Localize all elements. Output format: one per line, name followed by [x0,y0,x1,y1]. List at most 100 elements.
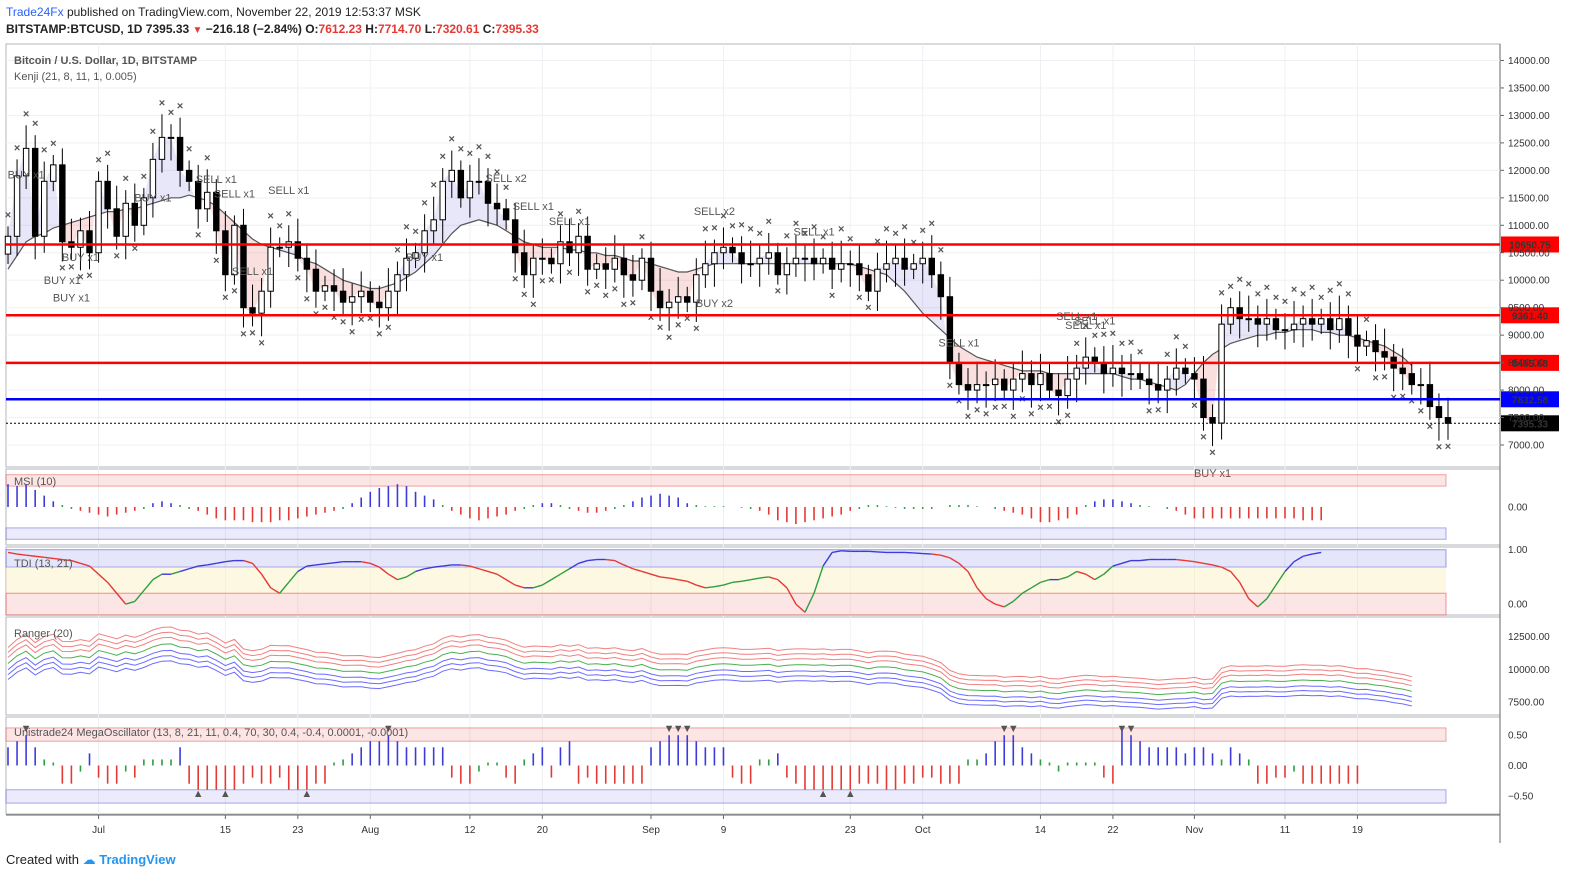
tdi-line-segment [732,580,742,584]
kenji-cloud [986,359,996,385]
tdi-line-segment [813,565,824,594]
candle-body [702,263,709,276]
kenji-marker: × [847,234,853,246]
kenji-marker: × [421,197,427,209]
tdi-line-segment [306,564,317,567]
kenji-marker: × [621,299,627,311]
signal-label: BUY x1 [8,169,45,181]
sell-arrow-icon: ▼ [1126,723,1137,735]
kenji-marker: × [86,270,92,282]
tdi-line-segment [795,603,806,613]
kenji-marker: × [467,148,473,160]
tdi-line-segment [188,565,199,570]
tdi-line-segment [397,576,407,581]
kenji-marker: × [1209,447,1215,459]
msi-tick-label: 0.00 [1508,503,1528,514]
tdi-line-segment [777,579,788,589]
candle-body [1136,373,1144,380]
candle-body [339,290,347,303]
candle-body [991,378,999,386]
tdi-line-segment [1302,553,1313,557]
kenji-marker: × [394,245,400,257]
tdi-title: TDI (13, 21) [14,558,73,570]
candle-body [95,180,102,254]
price-label-bg [1501,236,1559,253]
tradingview-logo-icon[interactable]: ☁ [82,852,96,867]
tdi-line-segment [696,584,706,589]
kenji-marker: × [874,236,880,248]
kenji-marker: × [231,286,237,298]
candle-body [1327,318,1334,331]
kenji-marker: × [77,271,83,283]
price-label: 8495.68 [1512,359,1549,370]
tdi-line-segment [261,573,272,589]
kenji-marker: × [1227,281,1233,293]
kenji-cloud [71,219,81,248]
kenji-marker: × [829,290,835,302]
sell-arrow-icon: ▼ [1008,723,1019,735]
price-label: 7832.58 [1512,395,1549,406]
kenji-marker: × [1445,441,1451,453]
candle-body [149,158,157,199]
candle-body [1263,318,1271,325]
candle-body [774,252,782,276]
kenji-marker: × [1119,338,1125,350]
kenji-marker: × [95,154,101,166]
ranger-tick-label: 7500.00 [1508,697,1545,708]
candle-body [204,191,211,210]
tdi-line-segment [650,573,661,578]
candle-body [1100,362,1108,375]
kenji-marker: × [412,226,418,238]
candle-body [303,257,311,270]
candle-body [176,136,184,171]
publisher-name[interactable]: Trade24Fx [6,5,64,19]
price-tick-label: 11500.00 [1508,193,1549,204]
mega-tick-label: 0.00 [1508,761,1528,772]
candle-body [185,169,193,182]
signal-label: BUY x1 [1194,468,1231,480]
kenji-marker: × [50,138,56,150]
candle-body [167,136,175,139]
candle-body [982,384,990,387]
tdi-line-segment [931,553,941,556]
msi-overbought-band [5,474,1447,487]
kenji-marker: × [195,230,201,242]
tdi-line-segment [1185,559,1195,563]
tdi-line-segment [1275,571,1286,586]
kenji-marker: × [258,337,264,349]
tdi-line-segment [433,565,443,568]
tdi-line-segment [388,573,398,581]
time-tick-label: 11 [1280,825,1291,836]
kenji-marker: × [204,152,210,164]
kenji-marker: × [1300,288,1306,300]
kenji-marker: × [1218,287,1224,299]
ranger-tick-label: 12500.00 [1508,632,1550,643]
signal-label: BUY x1 [134,192,171,204]
close-value: 7395.33 [495,22,539,36]
kenji-marker: × [267,210,273,222]
tdi-line-segment [1194,560,1204,565]
signal-label: SELL x2 [694,206,735,218]
candle-body [620,257,628,276]
candle-body [548,257,555,265]
candle-body [874,268,881,292]
kenji-marker: × [1137,347,1143,359]
candle-body [357,290,365,298]
price-label: 9361.40 [1512,311,1549,322]
candle-body [267,246,274,292]
kenji-marker: × [1427,421,1433,433]
candle-body [1345,318,1352,336]
tdi-line-segment [750,577,760,581]
kenji-marker: × [838,224,844,236]
kenji-marker: × [439,151,445,163]
tradingview-logo-text[interactable]: TradingView [99,852,176,867]
kenji-marker: × [947,380,953,392]
tdi-line-segment [967,571,978,589]
kenji-marker: × [104,148,110,160]
candle-body [765,252,772,259]
kenji-marker: × [1282,296,1288,308]
tdi-line-segment [985,598,996,605]
tdi-line-segment [1076,570,1086,575]
kenji-cloud [134,197,144,226]
